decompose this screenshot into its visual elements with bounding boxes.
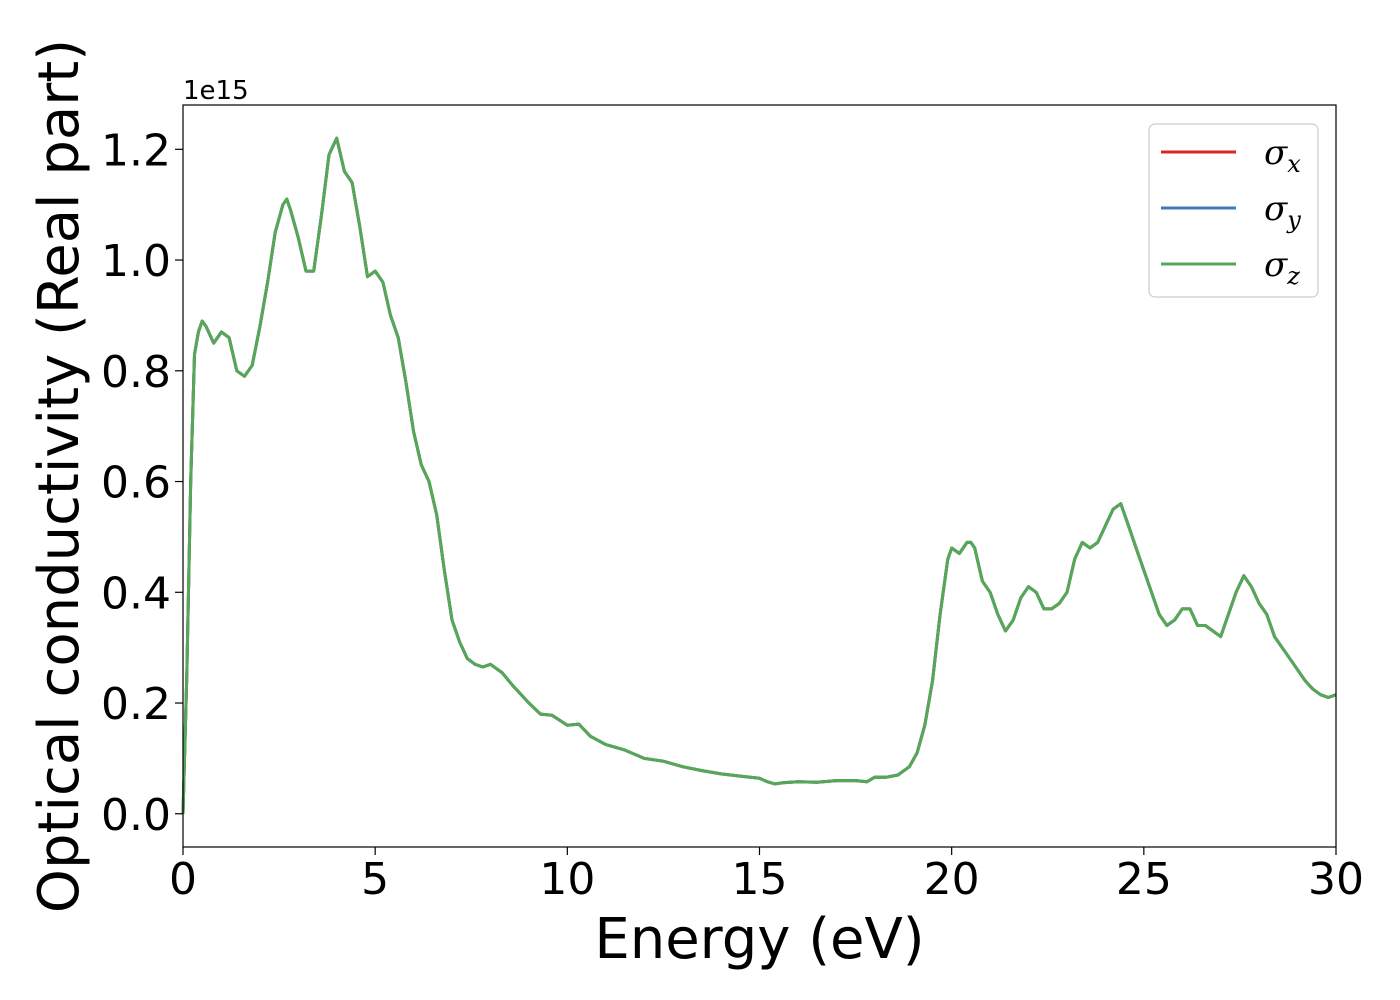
x-tick-label: 20	[924, 854, 980, 905]
y-tick-label: 0.0	[101, 790, 171, 841]
y-tick-label: 0.6	[101, 458, 171, 509]
y-tick-label: 1.2	[101, 125, 171, 176]
x-tick-label: 15	[732, 854, 788, 905]
legend: σx σy σz	[1148, 123, 1319, 298]
x-tick-label: 10	[539, 854, 595, 905]
x-tick-label: 30	[1308, 854, 1364, 905]
x-tick-label: 25	[1116, 854, 1172, 905]
legend-label-y: σy	[1264, 189, 1301, 234]
legend-label-z: σz	[1264, 245, 1300, 290]
x-tick-label: 0	[169, 854, 197, 905]
y-tick-label: 1.0	[101, 236, 171, 287]
y-axis-ticks: 0.0 0.2 0.4 0.6 0.8 1.0 1.2	[101, 125, 183, 841]
x-axis-label: Energy (eV)	[594, 907, 924, 972]
y-offset-label: 1e15	[183, 76, 249, 106]
y-tick-label: 0.4	[101, 568, 171, 619]
legend-box	[1148, 123, 1319, 298]
series-line-z	[181, 136, 1337, 814]
series-lines	[181, 136, 1337, 814]
y-tick-label: 0.8	[101, 347, 171, 398]
legend-label-x: σx	[1264, 133, 1301, 178]
y-tick-label: 0.2	[101, 679, 171, 730]
x-tick-label: 5	[361, 854, 389, 905]
y-axis-label: Optical conductivity (Real part)	[27, 39, 92, 913]
x-axis-ticks: 0 5 10 15 20 25 30	[169, 847, 1364, 905]
